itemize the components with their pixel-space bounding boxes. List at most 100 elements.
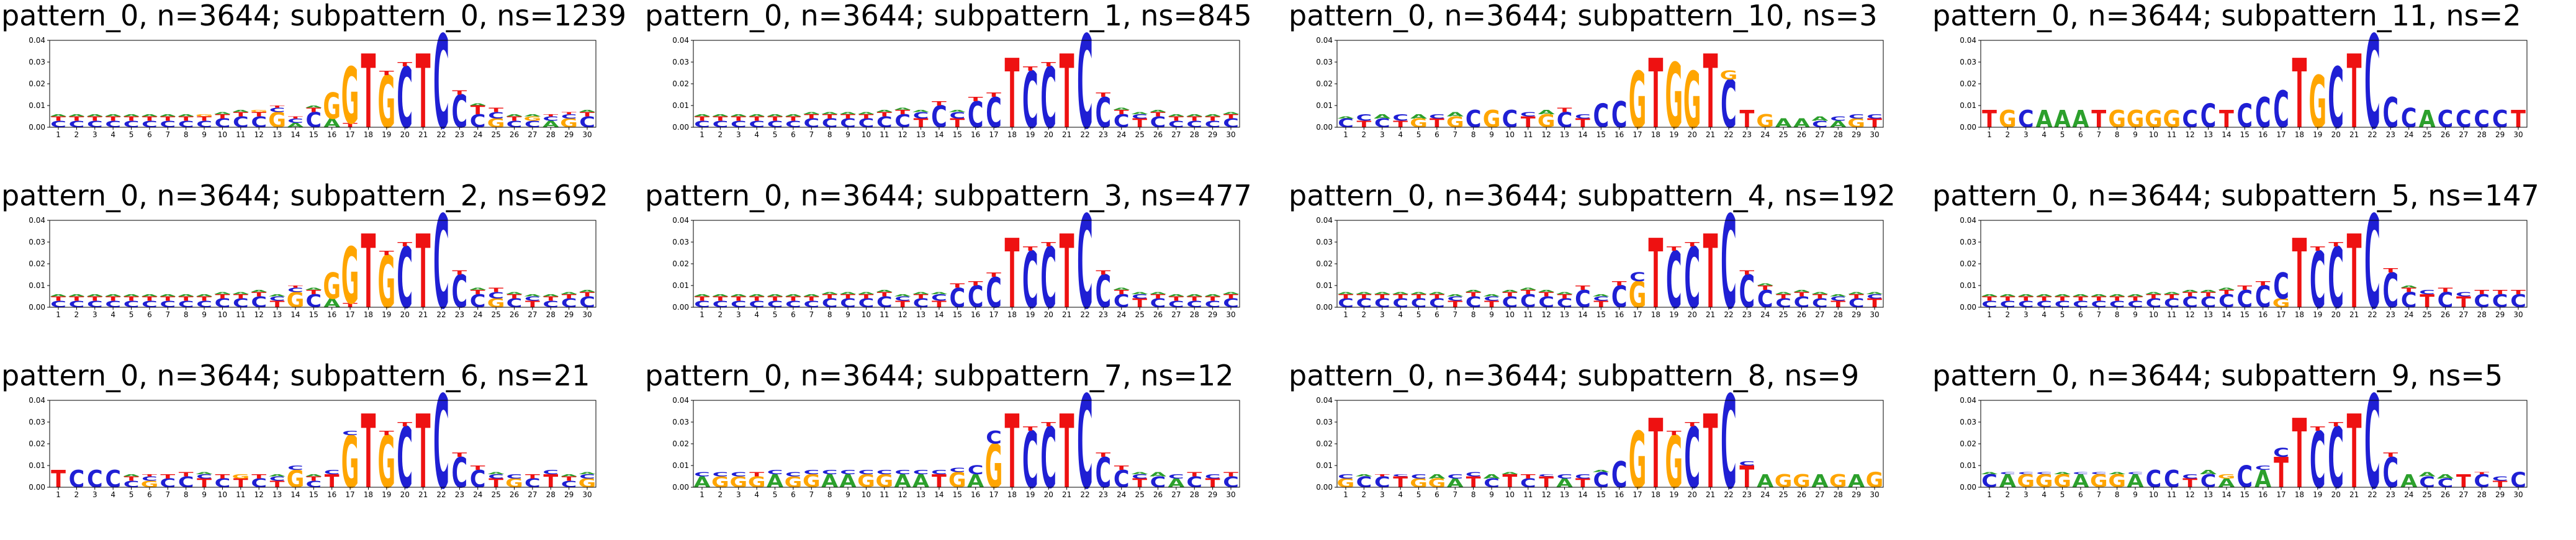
x-tick-label: 8 — [184, 130, 189, 139]
x-tick-label: 10 — [1505, 130, 1515, 139]
x-tick-label: 18 — [1651, 310, 1660, 319]
logo-letter-C: C — [2328, 231, 2344, 328]
x-tick-label: 6 — [2078, 490, 2083, 499]
logo-letter-G: G — [579, 476, 597, 490]
x-tick-label: 4 — [2042, 490, 2047, 499]
x-tick-label: 17 — [2276, 490, 2286, 499]
x-tick-label: 26 — [510, 130, 519, 139]
logo-letter-T: T — [2474, 472, 2489, 475]
panel-title: pattern_0, n=3644; subpattern_2, ns=692 — [1, 179, 608, 212]
logo-letter-A: A — [1168, 476, 1184, 490]
logo-letter-A: A — [196, 472, 214, 475]
logo-letter-G: G — [232, 473, 250, 480]
logo-letter-C: C — [2182, 473, 2198, 480]
x-tick-label: 3 — [92, 490, 97, 499]
x-tick-label: 27 — [2459, 310, 2468, 319]
logo-letter-C: C — [876, 469, 893, 475]
logo-letter-T: T — [1060, 394, 1074, 511]
x-tick-label: 11 — [1523, 310, 1533, 319]
logo-letter-T: T — [251, 291, 267, 298]
x-tick-label: 21 — [418, 130, 428, 139]
x-tick-label: 16 — [971, 310, 980, 319]
logo-letter-T: T — [2383, 267, 2398, 274]
x-tick-label: 1 — [700, 310, 705, 319]
logo-letter-T: T — [343, 302, 358, 308]
logo-letter-T: T — [950, 116, 965, 130]
x-tick-label: 29 — [1208, 130, 1217, 139]
logo-letter-T: T — [1795, 291, 1810, 298]
x-tick-label: 1 — [56, 130, 61, 139]
logo-letter-T: T — [1667, 430, 1682, 436]
logo-letter-C: C — [1629, 270, 1646, 284]
logo-panel: pattern_0, n=3644; subpattern_0, ns=1239… — [0, 0, 644, 180]
x-tick-label: 2 — [1362, 490, 1367, 499]
logo-letter-T: T — [1430, 116, 1445, 130]
panel-title: pattern_0, n=3644; subpattern_7, ns=12 — [645, 359, 1234, 392]
logo-letter-A: A — [2200, 289, 2217, 293]
logo-letter-C: C — [803, 469, 819, 475]
logo-letter-A: A — [2419, 471, 2436, 478]
x-tick-label: 30 — [1870, 310, 1879, 319]
logo-letter-T: T — [786, 115, 801, 122]
logo-letter-A: A — [858, 112, 875, 115]
logo-letter-T: T — [306, 107, 322, 114]
logo-panel: pattern_0, n=3644; subpattern_3, ns=477 C… — [644, 179, 1287, 360]
x-tick-label: 28 — [546, 130, 556, 139]
logo-letter-T: T — [1539, 291, 1554, 298]
x-tick-label: 1 — [1343, 130, 1348, 139]
logo-letter-T: T — [2091, 105, 2106, 133]
logo-letter-A: A — [1374, 292, 1391, 295]
logo-letter-T: T — [562, 293, 577, 300]
logo-letter-C: C — [2419, 289, 2435, 295]
x-tick-label: 26 — [1153, 310, 1163, 319]
x-tick-label: 19 — [1669, 490, 1678, 499]
logo-letter-T: T — [768, 295, 783, 302]
x-tick-label: 19 — [1025, 130, 1035, 139]
x-tick-label: 22 — [436, 310, 446, 319]
y-tick-label: 0.03 — [1960, 238, 1976, 246]
x-tick-label: 19 — [1669, 130, 1678, 139]
x-tick-label: 30 — [2513, 490, 2523, 499]
logo-letter-C: C — [913, 110, 929, 121]
x-tick-label: 8 — [827, 130, 832, 139]
x-tick-label: 29 — [1208, 490, 1217, 499]
logo-letter-C: C — [196, 473, 212, 480]
x-tick-label: 12 — [898, 130, 907, 139]
logo-letter-G: G — [196, 114, 214, 117]
x-tick-label: 26 — [1797, 490, 1806, 499]
x-tick-label: 14 — [934, 490, 943, 499]
y-tick-label: 0.04 — [1960, 36, 1976, 45]
logo-letter-A: A — [305, 287, 323, 291]
x-tick-label: 16 — [2258, 130, 2268, 139]
x-tick-label: 7 — [809, 130, 814, 139]
logo-letter-T: T — [804, 113, 819, 120]
logo-letter-T: T — [2237, 284, 2253, 291]
logo-letter-C: C — [1867, 113, 1883, 120]
logo-letter-C: C — [1168, 473, 1184, 480]
x-tick-label: 21 — [1706, 130, 1715, 139]
x-tick-label: 26 — [510, 490, 519, 499]
x-tick-label: 4 — [110, 310, 115, 319]
x-tick-label: 21 — [1062, 130, 1071, 139]
logo-letter-C: C — [1040, 231, 1056, 328]
logo-letter-T: T — [749, 115, 765, 122]
logo-letter-A: A — [141, 294, 158, 297]
logo-letter-T: T — [197, 115, 212, 122]
x-tick-label: 8 — [184, 310, 189, 319]
logo-letter-T: T — [713, 295, 728, 302]
logo-letter-C: C — [433, 9, 449, 158]
x-tick-label: 23 — [2386, 310, 2395, 319]
logo-letter-T: T — [233, 293, 249, 300]
logo-letter-A: A — [1556, 476, 1573, 490]
x-tick-label: 12 — [1542, 310, 1551, 319]
logo-letter-A: A — [821, 292, 839, 295]
logo-letter-A: A — [785, 294, 802, 297]
x-tick-label: 17 — [345, 490, 354, 499]
logo-letter-T: T — [543, 295, 559, 302]
logo-letter-A: A — [50, 114, 67, 117]
y-tick-label: 0.01 — [29, 281, 45, 290]
x-tick-label: 7 — [1452, 130, 1457, 139]
